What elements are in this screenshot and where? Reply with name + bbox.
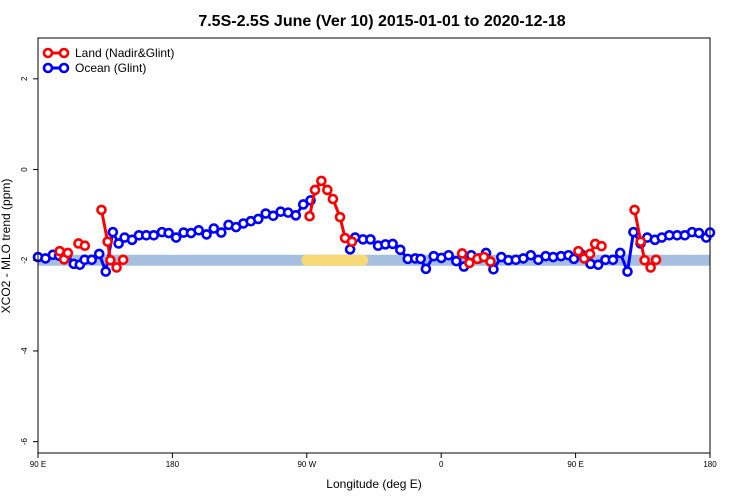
data-point — [334, 211, 346, 223]
legend-swatch-marker — [58, 62, 70, 74]
data-point — [201, 229, 212, 240]
y-tick-label: 0 — [20, 167, 29, 172]
y-axis: 2 0 -2 -4 -6 — [20, 76, 38, 445]
series-land-nadir-glint — [54, 175, 662, 273]
chart-title: 7.5S-2.5S June (Ver 10) 2015-01-01 to 20… — [198, 13, 565, 30]
x-tick-label: 90 E — [567, 460, 583, 469]
data-point — [216, 227, 227, 238]
data-point — [387, 238, 398, 250]
data-point — [596, 240, 607, 252]
legend-item: Land (Nadir&Glint) — [42, 46, 174, 60]
data-point — [464, 257, 475, 269]
x-axis: 90 E 180 90 W 0 90 E 180 — [30, 453, 717, 469]
data-point — [365, 234, 376, 245]
data-point — [208, 223, 220, 234]
data-point — [267, 210, 279, 222]
data-point — [629, 204, 640, 216]
data-point — [443, 249, 454, 261]
plot-series — [32, 175, 716, 277]
data-point — [79, 240, 91, 252]
data-point — [86, 254, 98, 266]
data-point — [111, 262, 122, 273]
data-point — [316, 175, 327, 187]
data-point — [573, 245, 584, 257]
data-point — [568, 253, 580, 265]
data-point — [105, 254, 116, 266]
legend-swatch-marker — [42, 47, 54, 59]
data-point — [650, 254, 662, 266]
data-point — [107, 226, 119, 238]
y-tick-label: -2 — [20, 256, 29, 264]
data-point — [485, 256, 496, 267]
data-point — [193, 225, 205, 236]
data-point — [346, 236, 358, 247]
data-point — [126, 234, 138, 246]
x-tick-label: 90 E — [30, 460, 46, 469]
x-tick-label: 180 — [166, 460, 180, 469]
data-point — [117, 254, 129, 266]
data-point — [614, 247, 626, 259]
data-point — [54, 245, 65, 257]
y-tick-label: 2 — [20, 76, 29, 81]
data-point — [395, 244, 406, 256]
x-tick-label: 90 W — [297, 460, 316, 469]
data-point — [628, 226, 639, 238]
data-point — [451, 255, 462, 267]
y-axis-label: XCO2 - MLO trend (ppm) — [0, 179, 13, 314]
data-point — [100, 266, 112, 277]
data-point — [584, 248, 596, 260]
data-point — [525, 249, 537, 261]
data-point — [102, 236, 113, 247]
data-point — [148, 229, 160, 241]
data-point — [62, 247, 74, 259]
data-point — [309, 184, 321, 196]
data-point — [415, 253, 426, 265]
legend-label: Ocean (Glint) — [75, 61, 146, 75]
legend-label: Land (Nadir&Glint) — [75, 46, 174, 60]
data-point — [304, 210, 315, 222]
x-tick-label: 0 — [439, 460, 444, 469]
legend: Land (Nadir&Glint)Ocean (Glint) — [42, 46, 174, 75]
data-point — [592, 259, 604, 271]
legend-swatch-marker — [58, 47, 70, 59]
data-point — [170, 232, 182, 243]
legend-item: Ocean (Glint) — [42, 61, 146, 75]
data-point — [290, 210, 302, 221]
data-point — [327, 193, 339, 205]
data-point — [456, 248, 468, 259]
data-point — [93, 248, 105, 260]
data-point — [622, 266, 633, 277]
data-point — [420, 263, 432, 275]
data-point — [639, 254, 650, 266]
y-tick-label: -6 — [20, 438, 29, 446]
legend-swatch-marker — [42, 62, 54, 74]
data-point — [607, 254, 619, 266]
data-point — [96, 204, 107, 216]
x-tick-label: 180 — [703, 460, 717, 469]
data-point — [252, 213, 264, 225]
data-point — [635, 236, 647, 247]
data-point — [163, 227, 174, 239]
data-point — [645, 262, 656, 273]
data-point — [113, 238, 124, 249]
data-point — [693, 227, 705, 239]
y-tick-label: -4 — [20, 347, 29, 355]
x-axis-label: Longitude (deg E) — [326, 477, 421, 491]
data-point — [322, 184, 333, 196]
plot-frame — [37, 37, 711, 454]
